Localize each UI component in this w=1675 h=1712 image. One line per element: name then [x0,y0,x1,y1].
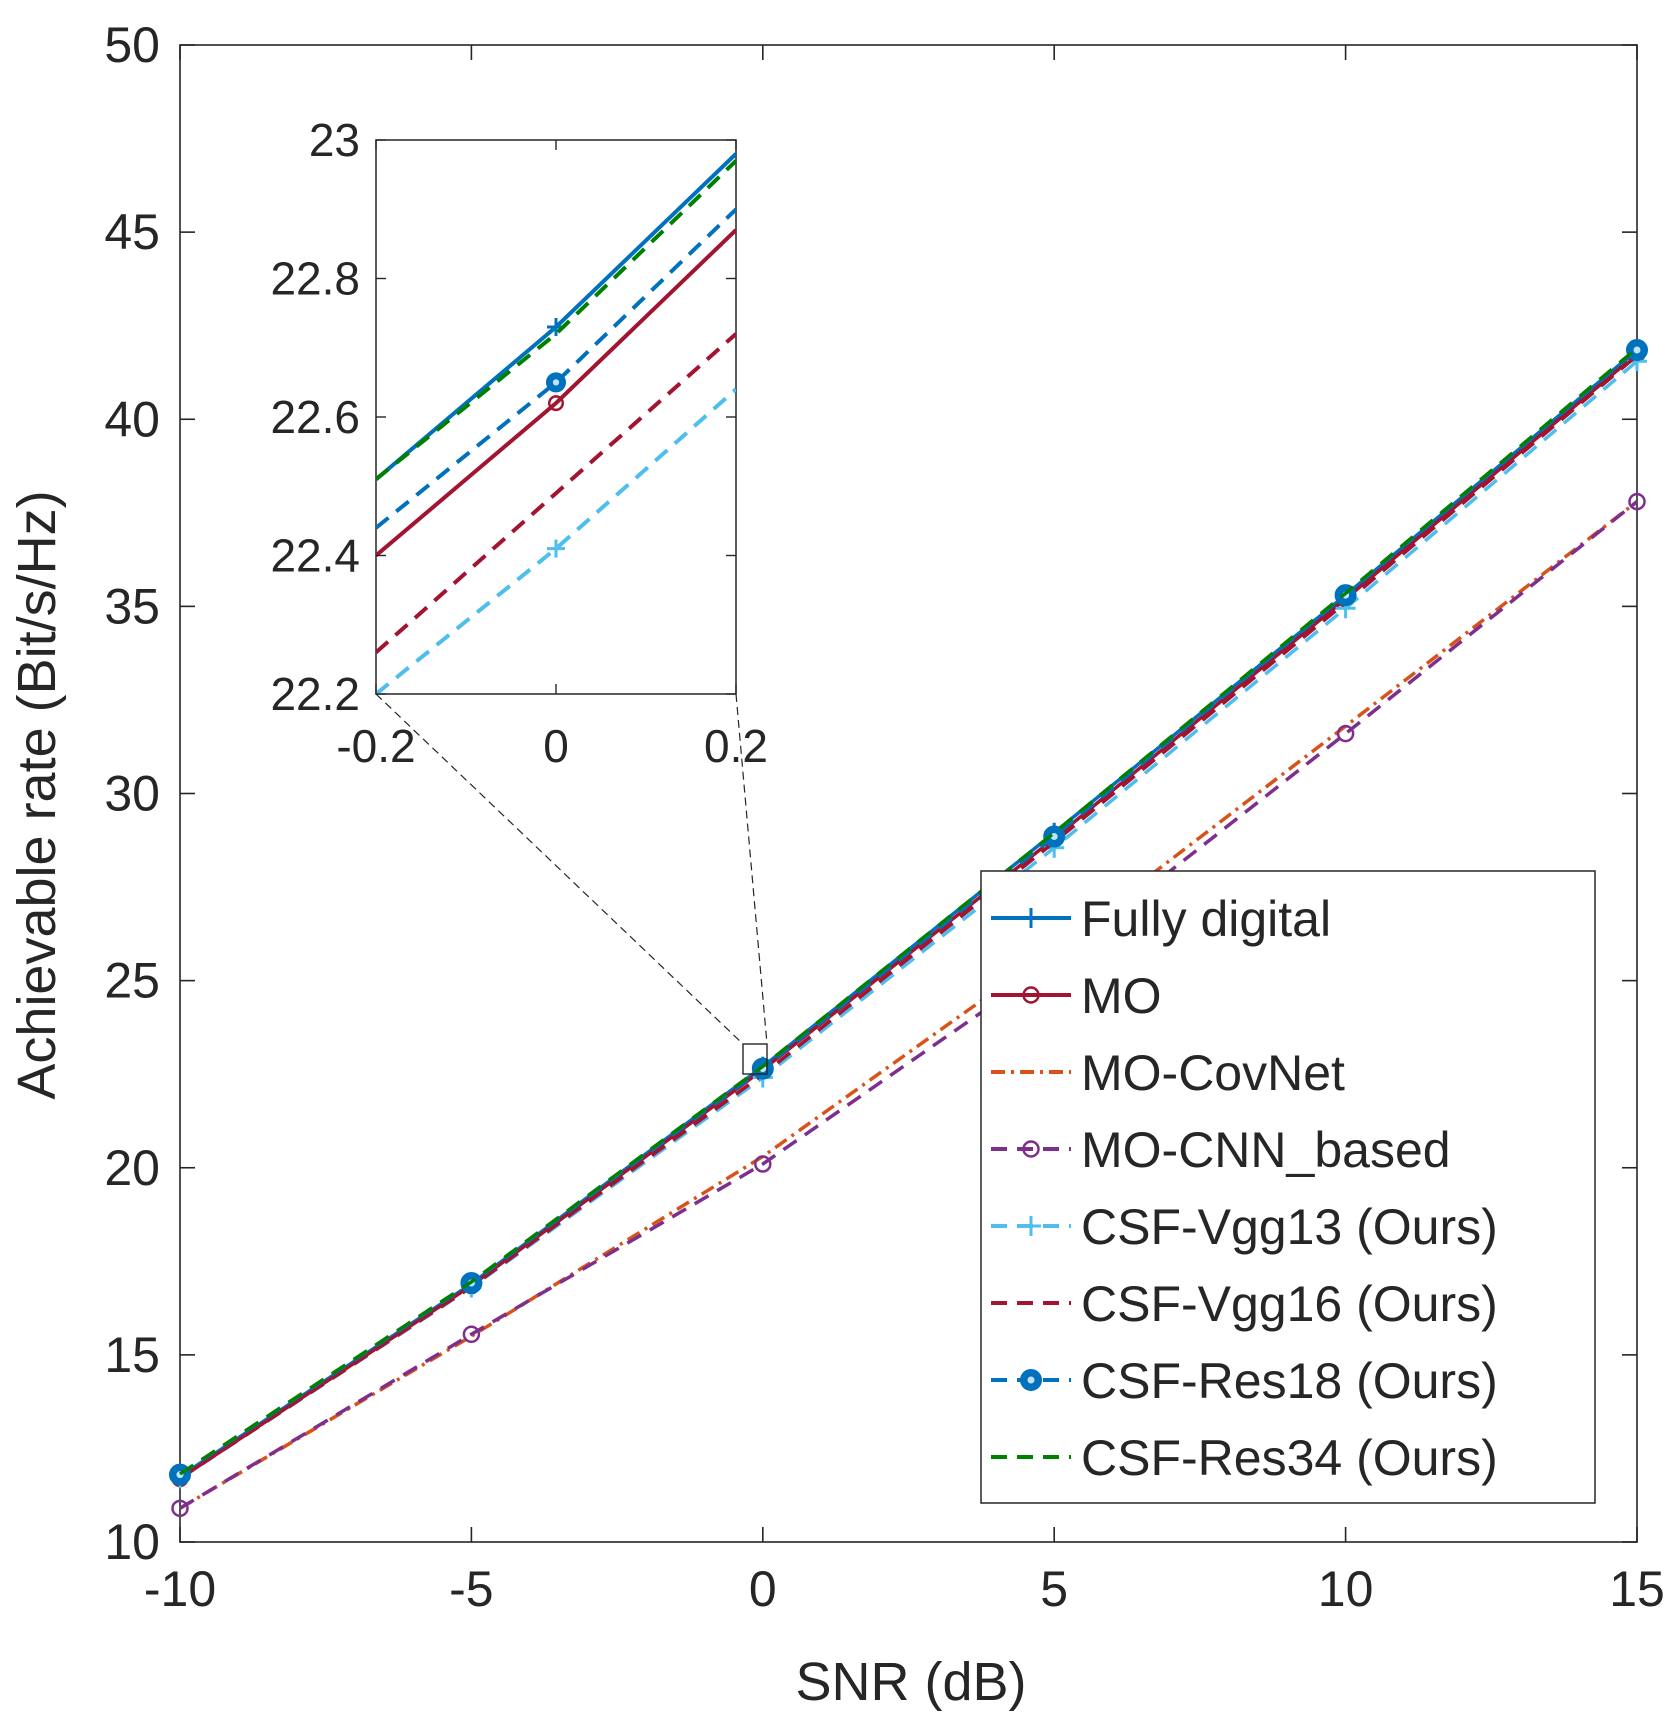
inset-y-tick-label: 22.8 [270,253,360,305]
legend-marker-mo-cnn-based [1022,1140,1040,1158]
inset-plot: -0.2 0 0.2 22.2 22.4 22.6 22.8 23 [270,114,768,772]
y-axis-title: Achievable rate (Bit/s/Hz) [7,490,67,1099]
point-mo-cnn-based [171,1499,189,1518]
y-tick-label: 15 [104,1327,160,1383]
inset-x-tick-label: -0.2 [336,720,415,772]
legend-box [980,870,1596,1504]
legend-label-csf-res18-ours: CSF-Res18 (Ours) [1081,1353,1498,1409]
y-tick-label: 20 [104,1140,160,1196]
inset-y-tick-label: 22.4 [270,530,360,582]
x-tick-label: 15 [1609,1561,1665,1617]
x-tick-label: 10 [1318,1561,1374,1617]
inset-x-tick-label: 0.2 [704,720,768,772]
inset-line-csf-res18-ours [376,207,736,530]
series-line-csf-res34-ours [179,346,1639,1476]
legend-label-mo-cnn-based: MO-CNN_based [1081,1122,1451,1178]
y-tick-label: 40 [104,391,160,447]
y-tick-label: 35 [104,578,160,634]
inset-x-tick-label: 0 [543,720,569,772]
series-line-csf-vgg16-ours [179,354,1639,1480]
inset-line-csf-vgg13-ours [376,387,736,694]
inset-line-mo [376,228,736,558]
legend-marker-csf-res18-ours-center [1027,1376,1035,1384]
point-mo-cnn-based [1628,492,1646,511]
legend-marker-csf-vgg13-ours [1021,1216,1041,1236]
point-mo-cnn-based [1336,724,1355,743]
y-tick-label: 25 [104,953,160,1009]
inset-line-csf-vgg16-ours [376,332,736,654]
x-tick-label: -5 [449,1561,493,1617]
x-tick-label: 5 [1040,1561,1068,1617]
inset-y-tick-label: 22.6 [270,391,360,443]
point-mo-cnn-based [754,1155,772,1173]
zoom-region-box [742,1043,768,1075]
inset-point-csf-res18-ours-center [552,379,560,386]
legend-label-mo: MO [1081,968,1162,1024]
legend-label-csf-vgg13-ours: CSF-Vgg13 (Ours) [1081,1199,1498,1255]
inset-point-csf-vgg13-ours [547,539,565,558]
legend-marker-mo [1022,986,1040,1004]
point-csf-res18-ours-center [1050,833,1058,841]
series-line-mo-cnn-based [179,500,1639,1510]
y-tick-label: 50 [104,17,160,73]
legend-label-mo-covnet: MO-CovNet [1081,1045,1345,1101]
y-tick-label: 45 [104,204,160,260]
x-tick-label: 0 [749,1561,777,1617]
zoom-connector-right [735,693,768,1045]
series-line-mo-covnet [179,500,1639,1510]
point-mo-cnn-based [462,1325,481,1344]
y-tick-label: 30 [104,766,160,822]
inset-point-mo [548,395,564,412]
inset-series [376,152,736,694]
legend-label-csf-vgg16-ours: CSF-Vgg16 (Ours) [1081,1276,1498,1332]
point-csf-res18-ours-center [1633,346,1641,354]
inset-line-csf-res34-ours [376,159,736,481]
legend-label-csf-res34-ours: CSF-Res34 (Ours) [1081,1430,1498,1486]
legend-label-fully-digital: Fully digital [1081,891,1331,947]
inset-y-tick-label: 23 [309,114,360,166]
inset-frame [375,139,737,695]
y-tick-label: 10 [104,1514,160,1570]
legend-marker-fully-digital [1021,908,1041,928]
zoom-connector-lines [375,693,768,1075]
inset-y-tick-label: 22.2 [270,668,360,720]
axes-text: SNR (dB) Achievable rate (Bit/s/Hz) -10 -… [7,17,1665,1712]
legend: Fully digital MO MO-CovNet MO-CNN_based CSF-… [980,870,1596,1504]
x-tick-label: -10 [144,1561,216,1617]
zoom-connector-left [375,693,744,1045]
x-axis-title: SNR (dB) [795,1652,1026,1712]
